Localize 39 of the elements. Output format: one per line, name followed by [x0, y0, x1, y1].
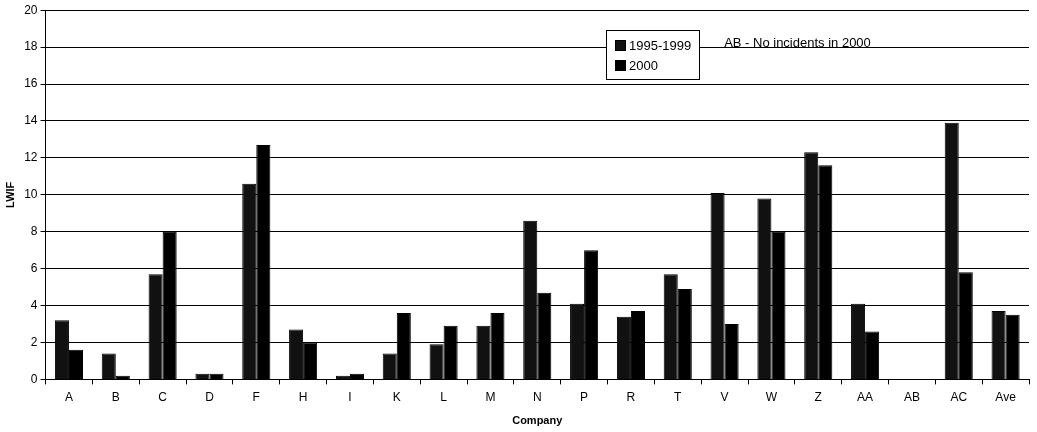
y-axis-title: LWIF — [3, 181, 16, 208]
x-tick-label: I — [348, 389, 352, 404]
y-tick-label: 18 — [24, 39, 38, 54]
y-tick-label: 20 — [24, 2, 38, 17]
y-tick-label: 2 — [30, 334, 38, 349]
x-tick-label: F — [252, 389, 260, 404]
y-tick-label: 0 — [30, 371, 38, 386]
x-tick-label: Ave — [995, 389, 1017, 404]
x-tick-label: AC — [950, 389, 968, 404]
legend-label: 1995-1999 — [629, 37, 692, 53]
y-tick-label: 10 — [24, 187, 38, 202]
x-tick-label: Z — [814, 389, 822, 404]
x-tick-label: AA — [857, 389, 874, 404]
x-tick-label: M — [485, 389, 496, 404]
y-tick-label: 6 — [30, 260, 38, 275]
x-tick-label: AB — [903, 389, 920, 404]
x-tick-label: N — [532, 389, 542, 404]
x-tick-label: C — [158, 389, 168, 404]
x-tick-label: L — [440, 389, 448, 404]
y-tick-label: 4 — [30, 297, 38, 312]
x-tick-label: H — [298, 389, 308, 404]
x-tick-label: K — [392, 389, 401, 404]
x-tick-label: A — [64, 389, 73, 404]
x-axis-title: Company — [512, 414, 564, 427]
bar — [115, 375, 130, 379]
bar — [68, 349, 84, 379]
y-tick-label: 16 — [24, 76, 38, 91]
legend-label: 2000 — [629, 57, 659, 73]
x-tick-label: B — [111, 389, 120, 404]
x-tick-label: P — [580, 389, 589, 404]
y-tick-label: 8 — [30, 224, 38, 239]
annotation: AB - No incidents in 2000 — [724, 35, 871, 51]
x-tick-label: R — [626, 389, 636, 404]
x-tick-label: T — [674, 389, 683, 404]
x-tick-label: W — [765, 389, 778, 404]
y-tick-label: 12 — [24, 150, 38, 165]
y-tick-label: 14 — [24, 113, 38, 128]
x-tick-label: D — [205, 389, 215, 404]
x-tick-label: V — [720, 389, 729, 404]
